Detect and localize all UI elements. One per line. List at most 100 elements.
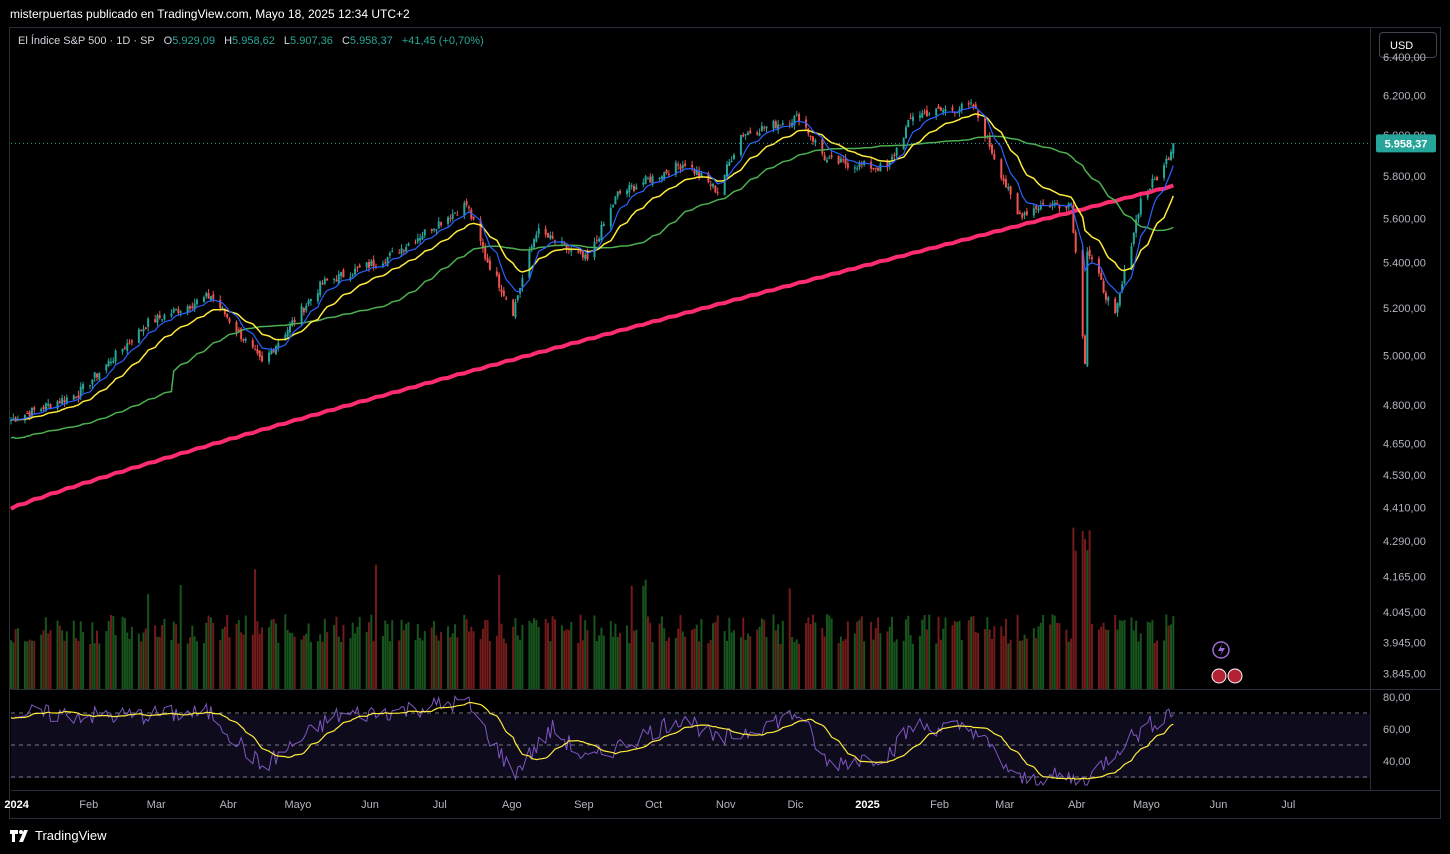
price-tick-label: 5.000,00: [1383, 351, 1426, 363]
volume-bar: [374, 564, 377, 689]
candle-body: [1004, 179, 1007, 188]
volume-bar: [956, 622, 959, 689]
candle-body: [28, 411, 31, 417]
volume-bar: [240, 632, 243, 689]
volume-bar: [202, 643, 205, 689]
candle-body: [521, 278, 524, 288]
volume-bar: [1023, 634, 1026, 689]
volume-bar: [1086, 550, 1089, 689]
volume-bar: [488, 641, 491, 689]
volume-bar: [698, 641, 701, 689]
candle-body: [909, 117, 912, 119]
candle-body: [121, 348, 124, 352]
rsi-ma-line: [10, 702, 1174, 780]
volume-bar: [584, 620, 587, 689]
volume-bar: [549, 641, 552, 689]
candle-body: [830, 155, 833, 158]
candle-body: [874, 167, 877, 169]
volume-bar: [693, 628, 696, 689]
volume-bar: [209, 617, 212, 689]
candle-body: [340, 272, 343, 276]
candle-body: [1056, 203, 1059, 205]
candle-body: [128, 342, 131, 344]
volume-bar: [1123, 620, 1126, 689]
price-tick-label: 5.400,00: [1383, 257, 1426, 269]
candle-body: [742, 134, 745, 137]
candle-body: [858, 162, 861, 168]
volume-bar: [456, 637, 459, 689]
volume-bar: [58, 625, 61, 689]
volume-bar: [175, 624, 178, 689]
volume-bar: [1132, 630, 1135, 689]
candle-body: [1002, 178, 1005, 182]
candle-body: [147, 318, 150, 327]
volume-bar: [923, 615, 926, 689]
volume-bar: [335, 616, 338, 689]
candle-body: [65, 397, 68, 404]
candle-body: [430, 228, 433, 232]
candle-body: [407, 243, 410, 246]
candle-body: [823, 155, 826, 160]
candle-body: [49, 404, 52, 409]
volume-bar: [953, 620, 956, 689]
candle-body: [684, 163, 687, 166]
volume-bar: [825, 614, 828, 689]
volume-bar: [544, 618, 547, 689]
volume-bar: [546, 622, 549, 689]
candle-body: [463, 203, 466, 216]
volume-bar: [633, 630, 636, 689]
rsi-tick-label: 60,00: [1383, 724, 1411, 736]
candle-body: [1053, 202, 1056, 206]
price-tick-label: 4.290,00: [1383, 536, 1426, 548]
volume-bar: [1090, 624, 1093, 689]
volume-bar: [774, 630, 777, 689]
volume-bar: [1065, 629, 1068, 689]
volume-bar: [12, 642, 15, 689]
volume-bar: [537, 627, 540, 689]
currency-button[interactable]: USD: [1379, 32, 1437, 58]
candle-body: [953, 112, 956, 114]
volume-bar: [130, 626, 133, 689]
candle-body: [860, 163, 863, 165]
candle-body: [846, 163, 849, 168]
candle-body: [89, 385, 92, 387]
candle-body: [793, 116, 796, 126]
candle-body: [693, 169, 696, 174]
candle-body: [1023, 212, 1026, 216]
candle-body: [384, 262, 387, 264]
volume-bar: [791, 636, 794, 689]
volume-bar: [551, 616, 554, 689]
candle-body: [1021, 214, 1024, 218]
volume-bar: [907, 615, 910, 689]
candle-body: [732, 154, 735, 159]
volume-bar: [614, 623, 617, 689]
volume-bar: [449, 637, 452, 689]
candle-body: [970, 102, 973, 104]
candle-body: [82, 384, 85, 390]
symbol-legend[interactable]: El Índice S&P 500 · 1D · SP O5.929,09 H5…: [18, 35, 484, 47]
price-tick-label: 4.410,00: [1383, 503, 1426, 515]
low-value: 5.907,36: [290, 35, 333, 47]
open-value: 5.929,09: [172, 35, 216, 47]
candle-body: [602, 223, 605, 226]
volume-bar: [419, 637, 422, 689]
volume-bar: [342, 624, 345, 689]
rsi-axis: 80,00 60,00 40,00: [1383, 692, 1411, 768]
volume-bar: [970, 616, 973, 689]
volume-bar: [725, 640, 728, 689]
volume-bar: [665, 640, 668, 689]
candle-body: [886, 161, 889, 168]
volume-bar: [691, 629, 694, 689]
candle-body: [535, 234, 538, 242]
volume-bar: [951, 625, 954, 689]
tradingview-brand[interactable]: TradingView: [10, 828, 107, 843]
candle-body: [844, 158, 847, 165]
candle-body: [1153, 179, 1156, 181]
volume-bar: [498, 574, 501, 689]
candle-body: [72, 395, 75, 400]
volume-bar: [1053, 615, 1056, 689]
time-axis-label: 2024: [4, 799, 29, 811]
volume-bar: [514, 618, 517, 689]
volume-bar: [858, 619, 861, 689]
